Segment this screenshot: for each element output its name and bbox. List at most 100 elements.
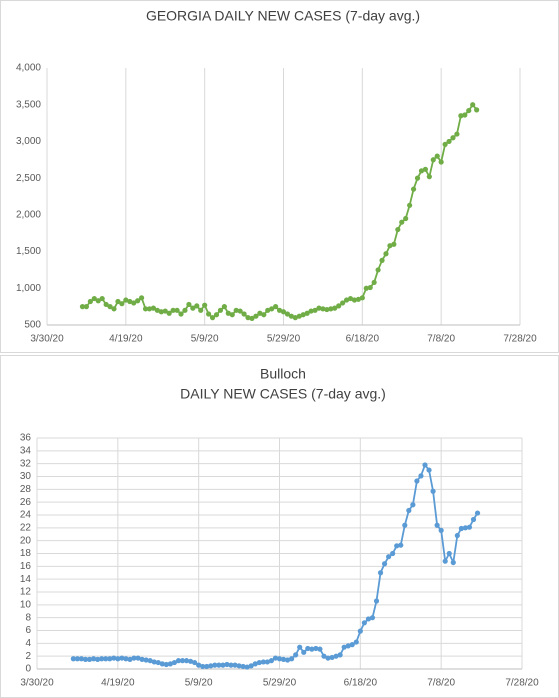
- data-point: [402, 522, 408, 528]
- data-point: [208, 663, 214, 669]
- data-point: [474, 107, 480, 113]
- x-tick-label: 3/30/20: [30, 334, 64, 345]
- data-point: [336, 303, 342, 309]
- x-tick-label: 3/30/20: [20, 678, 54, 689]
- chart-title: Bulloch: [260, 366, 306, 382]
- data-point: [261, 312, 267, 318]
- data-point: [317, 646, 323, 652]
- data-point: [175, 658, 182, 664]
- x-tick-label: 5/9/20: [191, 334, 219, 345]
- data-point: [407, 202, 413, 208]
- data-point: [300, 312, 306, 318]
- data-point: [147, 658, 153, 664]
- data-point: [166, 310, 172, 316]
- data-point: [139, 295, 145, 301]
- data-point: [434, 153, 440, 159]
- data-point: [178, 311, 184, 317]
- data-point: [296, 313, 302, 319]
- data-point: [369, 615, 376, 621]
- y-tick-label: 10: [20, 599, 32, 610]
- data-point: [123, 297, 129, 303]
- data-point: [371, 279, 377, 286]
- data-point: [192, 659, 198, 666]
- data-point: [151, 659, 157, 665]
- chart-title: GEORGIA DAILY NEW CASES (7-day avg.): [146, 8, 420, 24]
- x-tick-label: 5/9/20: [185, 678, 213, 689]
- y-tick-label: 22: [20, 522, 32, 533]
- data-point: [474, 510, 481, 516]
- data-point: [241, 311, 247, 317]
- data-point: [217, 307, 224, 313]
- data-point: [150, 305, 157, 311]
- data-point: [249, 315, 255, 321]
- data-point: [248, 663, 254, 669]
- data-point: [127, 298, 133, 305]
- data-point: [119, 301, 125, 307]
- y-tick-label: 20: [20, 535, 32, 546]
- data-point: [224, 661, 230, 668]
- y-tick-label: 500: [24, 320, 41, 331]
- data-point: [410, 186, 417, 192]
- data-point: [325, 655, 331, 661]
- data-point: [357, 628, 363, 634]
- data-point: [341, 644, 347, 650]
- data-point: [387, 243, 393, 249]
- data-point: [216, 662, 222, 668]
- data-point: [99, 295, 105, 302]
- chart-border: [0, 0, 559, 353]
- data-point: [470, 102, 476, 108]
- data-point: [347, 295, 354, 302]
- x-tick-label: 7/28/20: [505, 678, 539, 689]
- data-point: [225, 310, 231, 316]
- data-point: [361, 620, 367, 626]
- data-point: [200, 663, 206, 670]
- data-point: [470, 516, 477, 523]
- y-tick-label: 30: [20, 471, 32, 482]
- data-point: [123, 656, 129, 662]
- data-point: [418, 473, 424, 479]
- data-point: [422, 166, 428, 172]
- y-tick-label: 1,000: [16, 283, 41, 294]
- data-point: [301, 649, 307, 655]
- data-point: [410, 502, 416, 508]
- data-point: [142, 306, 149, 312]
- data-point: [139, 656, 145, 662]
- data-point: [158, 309, 164, 315]
- data-point: [329, 654, 335, 661]
- data-point: [196, 662, 202, 668]
- data-point: [438, 159, 444, 165]
- data-point: [280, 309, 287, 315]
- y-tick-label: 2,500: [16, 173, 41, 184]
- data-point: [343, 297, 350, 303]
- data-point: [95, 298, 101, 304]
- data-point: [163, 661, 169, 668]
- data-point: [458, 525, 464, 532]
- data-point: [202, 302, 208, 308]
- data-point: [316, 305, 322, 311]
- data-point: [204, 663, 210, 670]
- y-tick-label: 8: [25, 612, 31, 623]
- data-point: [236, 663, 242, 669]
- data-point: [182, 307, 188, 313]
- data-point: [70, 656, 76, 662]
- data-point: [209, 315, 216, 321]
- data-point: [95, 656, 101, 662]
- data-point: [288, 313, 294, 319]
- y-tick-label: 6: [25, 625, 31, 636]
- data-point: [229, 312, 235, 318]
- data-point: [90, 656, 97, 662]
- data-point: [115, 656, 121, 662]
- chart-subtitle: DAILY NEW CASES (7-day avg.): [180, 386, 386, 402]
- x-tick-label: 4/19/20: [101, 678, 135, 689]
- data-point: [430, 157, 436, 163]
- data-point: [442, 141, 448, 147]
- data-point: [398, 542, 404, 548]
- data-point: [198, 307, 204, 313]
- data-point: [82, 656, 89, 662]
- y-tick-label: 2,000: [16, 209, 41, 220]
- y-tick-label: 3,500: [16, 99, 41, 110]
- data-point: [111, 655, 117, 661]
- x-tick-label: 7/8/20: [427, 334, 455, 345]
- data-point: [79, 304, 86, 310]
- data-point: [174, 307, 180, 313]
